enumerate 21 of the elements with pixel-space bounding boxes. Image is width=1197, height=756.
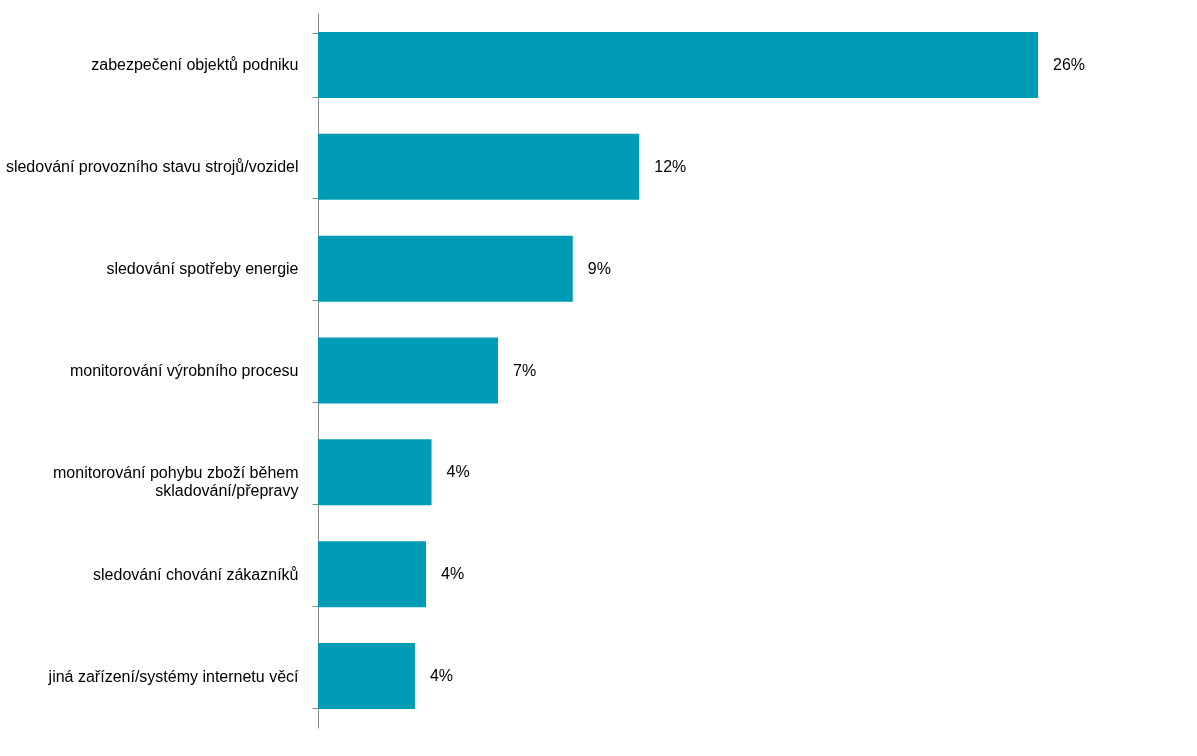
data-label: 26% — [1053, 55, 1086, 73]
data-label: 7% — [513, 361, 537, 379]
y-tick-label: zabezpečení objektů podniku — [91, 56, 299, 74]
bar — [318, 337, 498, 404]
y-tick-label: monitorování pohybu zboží během skladování/přepravy — [53, 463, 299, 499]
bar — [318, 439, 432, 506]
data-label: 4% — [429, 667, 454, 685]
y-tick-label: jiná zařízení/systémy internetu věcí — [47, 667, 300, 685]
data-label: 4% — [441, 565, 465, 583]
bar — [318, 235, 573, 302]
y-tick-label: sledování provozního stavu strojů/vozidel — [5, 158, 299, 176]
bar — [318, 643, 415, 710]
y-tick-label: monitorování výrobního procesu — [69, 362, 299, 379]
bar — [318, 133, 640, 200]
y-tick-label: sledování spotřeby energie — [106, 260, 299, 278]
data-label: 9% — [587, 259, 611, 277]
bar — [318, 31, 1038, 98]
data-label: 4% — [446, 463, 470, 481]
bar — [318, 541, 426, 608]
y-tick-label: sledování chování zákazníků — [93, 565, 299, 583]
data-label: 12% — [654, 157, 687, 175]
